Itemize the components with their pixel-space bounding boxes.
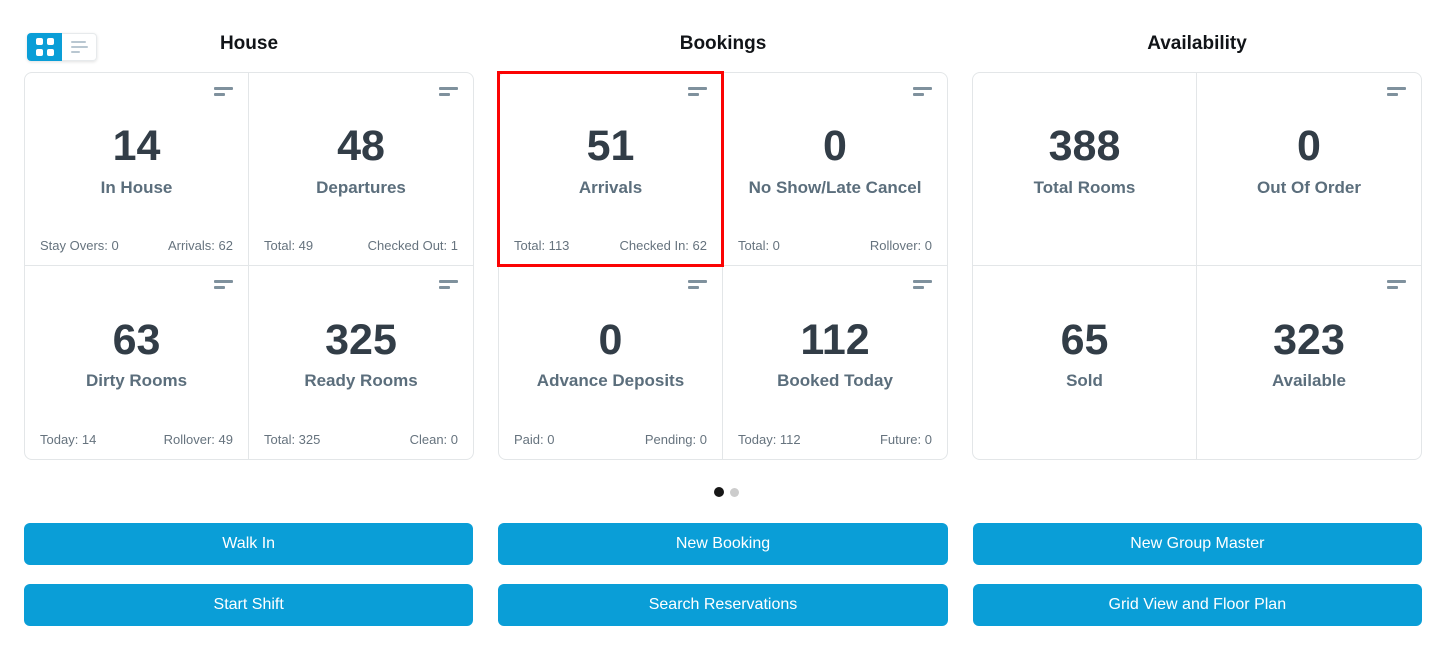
list-view-toggle-button[interactable]	[62, 33, 97, 61]
stat-card-in-house[interactable]: 14 In House Stay Overs: 0 Arrivals: 62	[25, 73, 249, 266]
stat-footer-right: Rollover: 49	[163, 432, 233, 447]
stat-footer-left: Today: 14	[40, 432, 97, 447]
stat-label: In House	[100, 177, 173, 197]
stat-card-advance-deposits[interactable]: 0 Advance Deposits Paid: 0 Pending: 0	[499, 266, 723, 459]
stat-card-ready-rooms[interactable]: 325 Ready Rooms Total: 325 Clean: 0	[249, 266, 473, 459]
stat-value: 388	[1048, 122, 1121, 171]
view-toggle	[27, 33, 97, 61]
section-titles: House Bookings Availability	[24, 33, 1422, 55]
stat-card-sold[interactable]: 65 Sold	[973, 266, 1197, 459]
stat-label: Arrivals	[578, 177, 643, 197]
stat-footer-left: Total: 0	[738, 238, 780, 253]
stat-label: Available	[1271, 371, 1347, 391]
stat-footer-left: Stay Overs: 0	[40, 238, 119, 253]
stat-label: Sold	[1066, 371, 1103, 391]
stat-footer-left: Total: 325	[264, 432, 321, 447]
stat-footer-right: Rollover: 0	[869, 238, 932, 253]
stat-footer-right: Checked Out: 1	[367, 238, 458, 253]
stat-footer: Total: 0 Rollover: 0	[738, 238, 932, 253]
stat-card-departures[interactable]: 48 Departures Total: 49 Checked Out: 1	[249, 73, 473, 266]
stat-label: Departures	[316, 177, 406, 197]
stat-card-booked-today[interactable]: 112 Booked Today Today: 112 Future: 0	[723, 266, 947, 459]
stat-footer-left: Today: 112	[738, 432, 801, 447]
stat-value: 323	[1273, 315, 1345, 364]
stat-value: 0	[1297, 122, 1321, 171]
stat-label: Advance Deposits	[536, 371, 685, 391]
stat-options-icon[interactable]	[214, 87, 233, 96]
stat-footer-left: Total: 113	[514, 238, 570, 253]
action-buttons: Walk In New Booking New Group Master Sta…	[24, 523, 1422, 626]
stat-card-dirty-rooms[interactable]: 63 Dirty Rooms Today: 14 Rollover: 49	[25, 266, 249, 459]
stat-value: 0	[823, 122, 847, 171]
stat-card-out-of-order[interactable]: 0 Out Of Order	[1197, 73, 1421, 266]
stat-options-icon[interactable]	[1387, 87, 1406, 96]
carousel-dot-page-1[interactable]	[713, 487, 724, 497]
start-shift-button[interactable]: Start Shift	[24, 584, 474, 626]
stat-label: Out Of Order	[1257, 177, 1361, 197]
stat-value: 65	[1060, 315, 1109, 364]
stat-footer-right: Pending: 0	[644, 432, 707, 447]
stat-options-icon[interactable]	[214, 280, 233, 289]
stat-footer: Total: 49 Checked Out: 1	[264, 238, 458, 253]
stat-value: 0	[598, 315, 623, 364]
stat-footer-right: Checked In: 62	[619, 238, 707, 253]
carousel-pagination	[0, 487, 1452, 497]
stat-footer-right: Future: 0	[879, 432, 932, 447]
panel-house: 14 In House Stay Overs: 0 Arrivals: 62 4…	[24, 72, 474, 460]
panel-bookings: 51 Arrivals Total: 113 Checked In: 62 0 …	[497, 71, 948, 460]
stat-panels: 14 In House Stay Overs: 0 Arrivals: 62 4…	[24, 71, 1422, 460]
stat-card-no-show-late-cancel[interactable]: 0 No Show/Late Cancel Total: 0 Rollover:…	[723, 73, 947, 266]
stat-label: Booked Today	[777, 371, 893, 391]
stat-card-arrivals[interactable]: 51 Arrivals Total: 113 Checked In: 62	[497, 71, 724, 267]
stat-value: 51	[586, 122, 635, 171]
stat-footer: Paid: 0 Pending: 0	[514, 432, 707, 447]
grid-view-toggle-button[interactable]	[27, 33, 62, 61]
stat-options-icon[interactable]	[913, 87, 932, 96]
stat-value: 14	[112, 122, 161, 171]
stat-label: No Show/Late Cancel	[748, 177, 922, 197]
carousel-dot-page-2[interactable]	[729, 487, 739, 497]
stat-options-icon[interactable]	[913, 280, 932, 289]
stat-card-available[interactable]: 323 Available	[1197, 266, 1421, 459]
section-title-bookings: Bookings	[679, 33, 767, 54]
stat-options-icon[interactable]	[439, 280, 458, 289]
new-group-master-button[interactable]: New Group Master	[972, 523, 1422, 565]
new-booking-button[interactable]: New Booking	[498, 523, 948, 565]
search-reservations-button[interactable]: Search Reservations	[498, 584, 948, 626]
stat-options-icon[interactable]	[439, 87, 458, 96]
list-view-icon	[70, 41, 88, 53]
stat-value: 325	[325, 315, 397, 364]
stat-footer-right: Arrivals: 62	[167, 238, 233, 253]
stat-footer-right: Clean: 0	[409, 432, 458, 447]
stat-value: 112	[800, 315, 870, 364]
grid-view-icon	[35, 38, 54, 56]
walk-in-button[interactable]: Walk In	[24, 523, 474, 565]
panel-availability: 388 Total Rooms 0 Out Of Order 65 Sold	[972, 72, 1422, 460]
stat-options-icon[interactable]	[688, 87, 707, 96]
stat-footer-left: Paid: 0	[514, 432, 555, 447]
stat-card-total-rooms[interactable]: 388 Total Rooms	[973, 73, 1197, 266]
stat-label: Dirty Rooms	[85, 371, 188, 391]
stat-options-icon[interactable]	[688, 280, 707, 289]
stat-value: 48	[337, 122, 385, 171]
stat-footer: Total: 325 Clean: 0	[264, 432, 458, 447]
stat-value: 63	[112, 315, 161, 364]
stat-label: Total Rooms	[1033, 177, 1136, 197]
stat-footer-left: Total: 49	[264, 238, 314, 253]
stat-footer: Today: 112 Future: 0	[738, 432, 932, 447]
section-title-house: House	[219, 33, 279, 54]
stat-options-icon[interactable]	[1387, 280, 1406, 289]
grid-view-floor-plan-button[interactable]: Grid View and Floor Plan	[972, 584, 1422, 626]
stat-footer: Today: 14 Rollover: 49	[40, 432, 233, 447]
stat-footer: Stay Overs: 0 Arrivals: 62	[40, 238, 233, 253]
stat-label: Ready Rooms	[304, 371, 418, 391]
stat-footer: Total: 113 Checked In: 62	[514, 238, 707, 253]
section-title-availability: Availability	[1147, 33, 1247, 54]
